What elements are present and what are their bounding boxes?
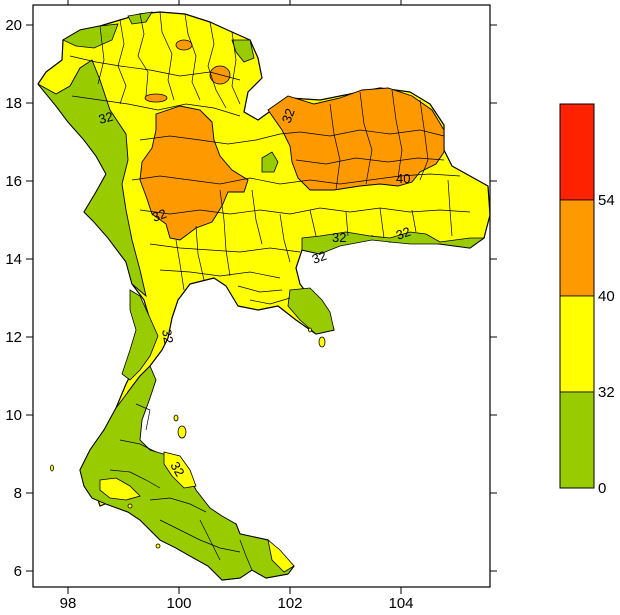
contour-label: 32 (332, 230, 346, 245)
x-tick-label: 102 (277, 595, 302, 610)
y-tick-label: 8 (14, 485, 22, 502)
zone-green-central-patch (261, 151, 279, 173)
y-tick-label: 10 (5, 407, 22, 424)
x-tick-labels: 98 100 102 104 (60, 595, 414, 612)
y-tick-label: 6 (14, 563, 22, 580)
islands (50, 327, 326, 549)
contour-label: 32 (394, 224, 413, 243)
zone-green-east-strip (301, 231, 486, 255)
zone-orange-spot-top (175, 39, 193, 51)
color-legend: 54 40 32 0 (559, 103, 615, 497)
contour-label: 32 (150, 206, 169, 225)
legend-label: 0 (598, 480, 606, 497)
contour-labels: 32 32 32 40 32 32 32 32 32 (97, 106, 413, 479)
x-tick-label: 104 (388, 595, 413, 610)
legend-label: 32 (598, 384, 615, 401)
zone-green-north (62, 23, 119, 49)
legend-frame (559, 103, 595, 489)
zone-yellow-south-a (163, 451, 197, 489)
zone-green-north-small (127, 11, 153, 25)
zone-green-peninsula-west (121, 289, 159, 381)
legend-label: 40 (598, 288, 615, 305)
country-map (37, 11, 491, 581)
contour-label: 32 (279, 106, 298, 125)
zone-green-southeast (287, 287, 335, 335)
contour-label: 40 (396, 171, 410, 186)
contour-label: 32 (310, 248, 329, 267)
legend-band-yellow (559, 295, 595, 393)
y-tick-label: 18 (5, 95, 22, 112)
plot-frame (32, 4, 491, 588)
y-axis (26, 24, 497, 572)
zone-yellow-south-b (99, 477, 141, 501)
legend-band-green (559, 391, 595, 489)
zone-green-west (37, 59, 147, 298)
zone-orange-central (139, 105, 249, 241)
y-tick-label: 12 (5, 329, 22, 346)
y-tick-label: 20 (5, 17, 22, 34)
y-tick-labels: 20 18 16 14 12 10 8 6 (5, 17, 22, 580)
contour-label: 32 (159, 328, 176, 345)
y-tick-label: 14 (5, 251, 22, 268)
contour-label: 32 (167, 459, 187, 479)
x-axis (67, 0, 402, 594)
province-boundaries (69, 11, 471, 571)
x-tick-label: 100 (166, 595, 191, 610)
x-tick-label: 98 (60, 595, 77, 610)
zone-orange-spot-mid (144, 93, 168, 103)
legend-label: 54 (598, 192, 615, 209)
zone-green-north-east-spot (231, 39, 255, 63)
legend-band-orange (559, 199, 595, 297)
legend-band-red (559, 103, 595, 201)
zone-yellow-south-tip (267, 538, 295, 573)
contour-label: 32 (97, 109, 115, 127)
y-tick-label: 16 (5, 173, 22, 190)
